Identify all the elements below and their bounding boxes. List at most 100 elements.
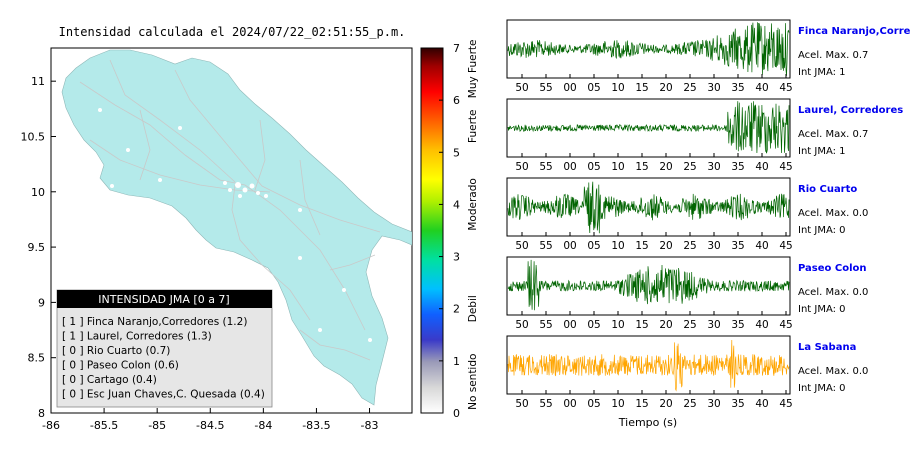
waveform-tick-label: 35 bbox=[731, 319, 744, 331]
map-y-tick-label: 11 bbox=[31, 75, 45, 88]
station-int-jma: Int JMA: 1 bbox=[798, 146, 846, 157]
waveform-trace bbox=[507, 101, 790, 154]
waveform-tick-label: 55 bbox=[539, 161, 552, 173]
waveform-tick-label: 45 bbox=[779, 240, 792, 252]
waveform-panel: 50 55 00 05 10 15 20 25 30 35 40 45 Rio Cuarto Acel. … bbox=[506, 177, 868, 252]
waveform-tick-label: 20 bbox=[659, 240, 672, 252]
station-acel-max: Acel. Max. 0.7 bbox=[798, 50, 868, 61]
waveform-tick-label: 25 bbox=[683, 319, 696, 331]
station-int-jma: Int JMA: 1 bbox=[798, 67, 846, 78]
legend-entry: [ 1 ] Finca Naranjo,Corredores (1.2) bbox=[62, 316, 247, 328]
map-y-tick-label: 10 bbox=[31, 186, 45, 199]
station-name: Paseo Colon bbox=[798, 263, 867, 274]
colorbar-category-label: Muy Fuerte bbox=[467, 39, 479, 98]
city-dots bbox=[98, 108, 372, 342]
legend-background bbox=[56, 289, 273, 408]
waveform-tick-label: 50 bbox=[515, 240, 528, 252]
map-y-tick-label: 8 bbox=[38, 407, 45, 420]
waveform-tick-label: 40 bbox=[755, 319, 768, 331]
waveform-tick-label: 35 bbox=[731, 161, 744, 173]
waveform-tick-label: 15 bbox=[635, 240, 648, 252]
station-name: La Sabana bbox=[798, 342, 856, 353]
colorbar-tick-label: 1 bbox=[453, 355, 460, 368]
waveform-tick-label: 05 bbox=[587, 240, 600, 252]
colorbar-category-label: Debil bbox=[467, 295, 479, 322]
map-x-tick-label: -85.5 bbox=[90, 419, 118, 432]
colorbar-categories: No sentido Debil Moderado Fuerte Muy Fuerte bbox=[467, 39, 479, 409]
waveform-tick-label: 50 bbox=[515, 161, 528, 173]
waveform-tick-label: 00 bbox=[563, 161, 576, 173]
map-y-tick-label: 9.5 bbox=[28, 241, 46, 254]
waveform-panels: 50 55 00 05 10 15 20 25 30 35 40 45 Finca Naranjo,Co… bbox=[506, 19, 910, 410]
legend-entry: [ 0 ] Cartago (0.4) bbox=[62, 374, 157, 386]
map-x-tick-label: -84 bbox=[254, 419, 272, 432]
waveform-tick-label: 55 bbox=[539, 82, 552, 94]
waveform-tick-label: 05 bbox=[587, 161, 600, 173]
colorbar-tick-label: 7 bbox=[453, 42, 460, 55]
waveform-trace bbox=[507, 181, 790, 234]
map-y-tick-label: 10.5 bbox=[21, 130, 46, 143]
waveform-tick-label: 20 bbox=[659, 319, 672, 331]
waveform-tick-label: 10 bbox=[611, 319, 624, 331]
waveform-tick-label: 30 bbox=[707, 161, 720, 173]
waveform-tick-label: 25 bbox=[683, 240, 696, 252]
waveform-tick-label: 35 bbox=[731, 398, 744, 410]
station-int-jma: Int JMA: 0 bbox=[798, 304, 846, 315]
legend-entry: [ 0 ] Paseo Colon (0.6) bbox=[62, 360, 179, 372]
station-int-jma: Int JMA: 0 bbox=[798, 225, 846, 236]
legend-entry: [ 1 ] Laurel, Corredores (1.3) bbox=[62, 331, 212, 343]
waveform-trace bbox=[507, 259, 790, 311]
waveform-tick-label: 55 bbox=[539, 398, 552, 410]
waveform-tick-label: 30 bbox=[707, 240, 720, 252]
waveform-tick-label: 00 bbox=[563, 82, 576, 94]
station-acel-max: Acel. Max. 0.0 bbox=[798, 366, 868, 377]
waveform-tick-label: 30 bbox=[707, 398, 720, 410]
waveform-trace bbox=[507, 339, 790, 392]
waveform-tick-label: 00 bbox=[563, 398, 576, 410]
legend-entries: [ 1 ] Finca Naranjo,Corredores (1.2) [ 1 … bbox=[62, 316, 265, 401]
waveform-tick-label: 10 bbox=[611, 398, 624, 410]
waveform-tick-label: 45 bbox=[779, 161, 792, 173]
map-x-tick-label: -83 bbox=[361, 419, 379, 432]
intensity-legend: INTENSIDAD JMA [0 a 7] [ 1 ] Finca Naran… bbox=[56, 289, 273, 408]
waveform-tick-label: 30 bbox=[707, 319, 720, 331]
waveform-tick-label: 40 bbox=[755, 240, 768, 252]
waveform-tick-label: 25 bbox=[683, 398, 696, 410]
waveform-tick-label: 00 bbox=[563, 240, 576, 252]
map-title: Intensidad calculada el 2024/07/22_02:51… bbox=[59, 25, 406, 39]
colorbar-tick-label: 4 bbox=[453, 198, 460, 211]
colorbar-tick-label: 3 bbox=[453, 251, 460, 264]
station-acel-max: Acel. Max. 0.0 bbox=[798, 208, 868, 219]
map-x-tick-label: -83.5 bbox=[302, 419, 330, 432]
waveform-x-label: Tiempo (s) bbox=[618, 416, 677, 429]
colorbar-tick-label: 2 bbox=[453, 303, 460, 316]
colorbar-category-label: No sentido bbox=[467, 354, 479, 410]
waveform-tick-label: 45 bbox=[779, 82, 792, 94]
legend-entry: [ 0 ] Esc Juan Chaves,C. Quesada (0.4) bbox=[62, 389, 265, 401]
waveform-tick-label: 50 bbox=[515, 398, 528, 410]
waveform-tick-label: 15 bbox=[635, 319, 648, 331]
waveform-tick-label: 20 bbox=[659, 161, 672, 173]
waveform-trace bbox=[507, 22, 790, 76]
colorbar: 0 1 2 3 4 5 6 7 No sentido Debil Moderado Fuerte Mu… bbox=[420, 39, 479, 420]
waveform-tick-label: 45 bbox=[779, 319, 792, 331]
waveform-tick-label: 45 bbox=[779, 398, 792, 410]
colorbar-tick-label: 5 bbox=[453, 146, 460, 159]
waveform-tick-label: 15 bbox=[635, 398, 648, 410]
station-int-jma: Int JMA: 0 bbox=[798, 383, 846, 394]
station-name: Rio Cuarto bbox=[798, 184, 857, 195]
waveform-tick-label: 40 bbox=[755, 398, 768, 410]
waveform-tick-label: 10 bbox=[611, 240, 624, 252]
waveform-tick-label: 20 bbox=[659, 398, 672, 410]
map-y-tick-label: 9 bbox=[38, 296, 45, 309]
waveform-tick-label: 05 bbox=[587, 319, 600, 331]
colorbar-tick-label: 6 bbox=[453, 94, 460, 107]
waveform-tick-label: 00 bbox=[563, 319, 576, 331]
station-name: Laurel, Corredores bbox=[798, 105, 903, 116]
legend-title: INTENSIDAD JMA [0 a 7] bbox=[98, 293, 229, 306]
waveform-tick-label: 05 bbox=[587, 398, 600, 410]
colorbar-tick-label: 0 bbox=[453, 407, 460, 420]
waveform-tick-label: 55 bbox=[539, 319, 552, 331]
waveform-tick-label: 50 bbox=[515, 82, 528, 94]
waveform-tick-label: 30 bbox=[707, 82, 720, 94]
